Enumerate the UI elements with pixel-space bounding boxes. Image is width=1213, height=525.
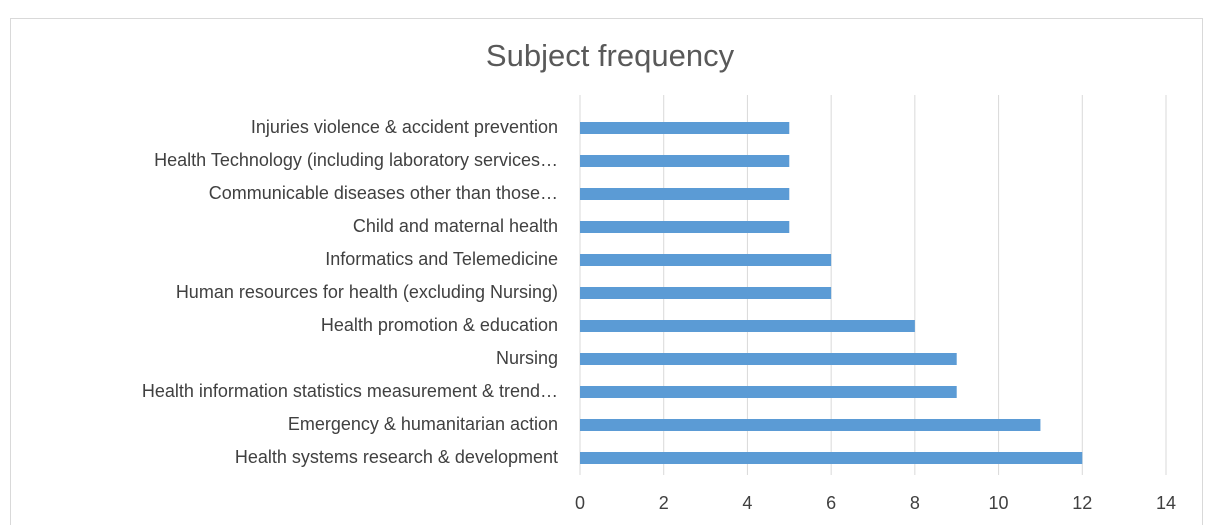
y-tick-label: Health Technology (including laboratory … — [154, 150, 558, 170]
bar — [580, 122, 790, 134]
y-tick-label: Communicable diseases other than those… — [209, 183, 558, 203]
bar — [580, 320, 915, 332]
x-tick-label: 2 — [659, 493, 669, 513]
y-tick-label: Health information statistics measuremen… — [142, 381, 558, 401]
bar — [580, 353, 957, 365]
x-tick-label: 12 — [1072, 493, 1092, 513]
chart-title: Subject frequency — [486, 38, 735, 73]
bar — [580, 287, 832, 299]
y-tick-label: Human resources for health (excluding Nu… — [176, 282, 558, 302]
bar — [580, 155, 790, 167]
y-tick-label: Child and maternal health — [353, 216, 558, 236]
y-tick-label: Health systems research & development — [235, 447, 558, 467]
bar — [580, 386, 957, 398]
bar — [580, 188, 790, 200]
x-tick-label: 14 — [1156, 493, 1176, 513]
x-tick-label: 8 — [910, 493, 920, 513]
y-tick-label: Informatics and Telemedicine — [325, 249, 558, 269]
bar — [580, 452, 1083, 464]
y-tick-label: Emergency & humanitarian action — [288, 414, 558, 434]
x-tick-label: 0 — [575, 493, 585, 513]
x-tick-label: 4 — [742, 493, 752, 513]
bar — [580, 221, 790, 233]
y-tick-label: Injuries violence & accident prevention — [251, 117, 558, 137]
chart-frame — [10, 18, 1203, 525]
y-tick-label: Nursing — [496, 348, 558, 368]
bar — [580, 254, 832, 266]
bar — [580, 419, 1041, 431]
y-tick-label: Health promotion & education — [321, 315, 558, 335]
x-tick-label: 10 — [989, 493, 1009, 513]
x-tick-label: 6 — [826, 493, 836, 513]
